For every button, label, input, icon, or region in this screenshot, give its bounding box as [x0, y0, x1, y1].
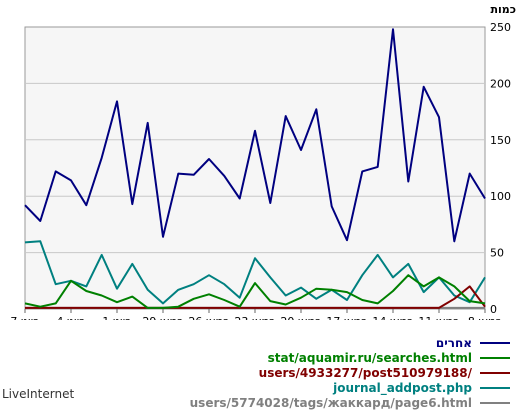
legend-item: אחרים: [436, 334, 510, 352]
y-axis: 0 50 100 150 200 250: [490, 21, 511, 316]
x-tick-label: 1 ביוני: [102, 315, 131, 320]
legend-item: journal_addpost.php: [333, 379, 510, 397]
legend-item: users/4933277/post510979188/: [259, 364, 510, 382]
x-tick-label: 17 במאי: [326, 315, 367, 320]
x-tick-label: 14 במאי: [372, 315, 413, 320]
legend-label: stat/aquamir.ru/searches.html: [267, 351, 472, 365]
series-line: [24, 274, 486, 309]
legend-swatch: [480, 372, 510, 374]
legend-label: users/4933277/post510979188/: [258, 366, 472, 380]
y-tick-label: 50: [490, 247, 504, 260]
x-tick-label: 29 במאי: [142, 315, 183, 320]
series-line: [25, 285, 486, 309]
series-lines: [24, 28, 486, 309]
legend-label: journal_addpost.php: [333, 381, 472, 395]
legend-label: אחרים: [435, 336, 472, 350]
grid: [25, 82, 485, 254]
legend-swatch: [480, 342, 510, 344]
y-tick-label: 0: [490, 303, 497, 316]
legend-swatch: [480, 402, 510, 404]
x-tick-label: 26 במאי: [188, 315, 229, 320]
x-tick-label: 23 במאי: [234, 315, 275, 320]
y-tick-label: 250: [490, 21, 511, 34]
y-tick-label: 200: [490, 77, 511, 90]
legend-item: users/5774028/tags/жаккард/page6.html: [190, 394, 510, 412]
y-tick-label: 150: [490, 134, 511, 147]
plot-background: [24, 26, 486, 310]
x-tick-label: 4 ביוני: [56, 315, 85, 320]
legend-swatch: [480, 357, 510, 359]
x-tick-label: 7 ביוני: [10, 315, 39, 320]
x-axis: 8 במאי 11 במאי 14 במאי 17 במאי 20 במאי 23 במא…: [10, 309, 502, 320]
y-tick-label: 100: [490, 190, 511, 203]
x-tick-label: 11 במאי: [418, 315, 459, 320]
legend-label: users/5774028/tags/жаккард/page6.html: [189, 396, 472, 410]
legend-item: stat/aquamir.ru/searches.html: [268, 349, 510, 367]
series-line: [24, 28, 486, 243]
x-tick-label: 8 במאי: [468, 315, 502, 320]
line-chart: 0 50 100 150 200 250 8 במאי 11 במאי 14 במאי 17 ב…: [10, 3, 516, 320]
brand-label: LiveInternet: [2, 387, 75, 401]
x-tick-label: 20 במאי: [280, 315, 321, 320]
series-line: [24, 240, 486, 305]
y-axis-label: כמות: [491, 3, 516, 16]
legend-swatch: [480, 387, 510, 389]
